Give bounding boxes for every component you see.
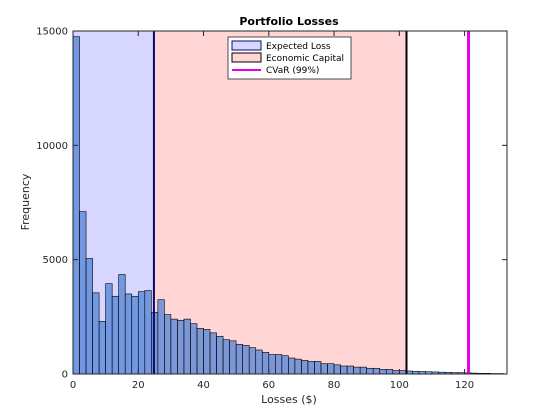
histogram-bar — [222, 339, 230, 375]
x-tick-label: 100 — [390, 380, 409, 391]
histogram-bar — [131, 295, 139, 375]
histogram-bar — [248, 347, 257, 375]
histogram-bar — [353, 366, 361, 375]
histogram-bar — [261, 351, 270, 375]
histogram-bar — [327, 363, 335, 375]
histogram-bar — [124, 293, 133, 375]
region-economic-capital — [153, 31, 407, 374]
histogram-bar — [79, 211, 87, 375]
y-tick-label: 15000 — [36, 27, 68, 38]
histogram-bar — [72, 36, 80, 375]
legend-swatch-expected-loss — [231, 40, 262, 51]
histogram-bar — [111, 295, 119, 375]
y-axis-label: Frequency — [19, 173, 32, 230]
histogram-bar — [118, 274, 126, 375]
histogram-bar — [177, 319, 185, 375]
histogram-bar — [346, 365, 354, 375]
histogram-bar — [235, 343, 243, 375]
legend-label-expected-loss: Expected Loss — [266, 42, 331, 52]
histogram-bar — [372, 367, 381, 375]
histogram-bar — [92, 292, 100, 375]
histogram-bar — [170, 318, 178, 375]
histogram-bar — [229, 340, 237, 375]
histogram-bar — [399, 370, 407, 375]
histogram-bar — [137, 291, 146, 375]
x-tick-label: 80 — [328, 380, 341, 391]
x-tick-label: 0 — [70, 380, 76, 391]
histogram-bar — [255, 349, 263, 375]
histogram-bar — [196, 327, 204, 375]
histogram-bar — [216, 335, 224, 375]
histogram-bar — [307, 361, 315, 375]
x-axis-label: Losses ($) — [261, 393, 317, 406]
histogram-bar — [183, 318, 191, 375]
chart-title: Portfolio Losses — [239, 15, 339, 28]
legend-label-economic-capital: Economic Capital — [266, 54, 344, 64]
y-tick-label: 5000 — [43, 255, 68, 266]
x-axis-ticks: 0 20 40 60 80 100 120 — [70, 31, 474, 391]
x-tick-label: 60 — [262, 380, 275, 391]
histogram-bar — [294, 358, 302, 375]
histogram-bar — [301, 359, 309, 375]
x-tick-label: 40 — [197, 380, 210, 391]
histogram-bar — [98, 321, 106, 375]
x-tick-label: 20 — [132, 380, 145, 391]
histogram-bar — [242, 345, 250, 375]
histogram-bar — [203, 329, 211, 375]
histogram-bar — [157, 299, 165, 375]
vertical-lines-layer — [152, 31, 470, 374]
regions-layer — [73, 31, 407, 374]
histogram-bar — [85, 258, 93, 375]
histogram-bar — [275, 354, 283, 375]
x-tick-label: 120 — [455, 380, 474, 391]
plot-frame — [72, 30, 508, 375]
histogram-bar — [333, 364, 341, 375]
y-axis-ticks: 0 5000 10000 15000 — [36, 27, 507, 381]
histogram-bar — [314, 361, 322, 375]
histogram-bar — [268, 354, 276, 375]
legend-swatch-economic-capital — [231, 52, 262, 63]
histogram-bar — [366, 367, 374, 375]
histogram-bar — [288, 357, 296, 375]
legend-label-cvar-99: CVaR (99%) — [266, 66, 319, 76]
histogram-bar — [144, 290, 152, 375]
histogram-bar — [340, 365, 348, 375]
histogram-bar — [164, 314, 172, 375]
y-tick-label: 10000 — [36, 141, 68, 152]
histogram-bar — [209, 332, 217, 375]
histogram-bar — [359, 366, 367, 375]
histogram-bar — [385, 369, 394, 375]
histogram-bar — [281, 355, 289, 375]
histogram-bar — [392, 370, 400, 375]
histogram-bar — [190, 323, 198, 375]
histogram-bar — [105, 283, 113, 375]
histogram-bar — [379, 369, 387, 375]
histogram-bar — [320, 363, 328, 375]
legend: Expected Loss Economic Capital CVaR (99%) — [227, 36, 352, 80]
y-tick-label: 0 — [62, 370, 68, 381]
